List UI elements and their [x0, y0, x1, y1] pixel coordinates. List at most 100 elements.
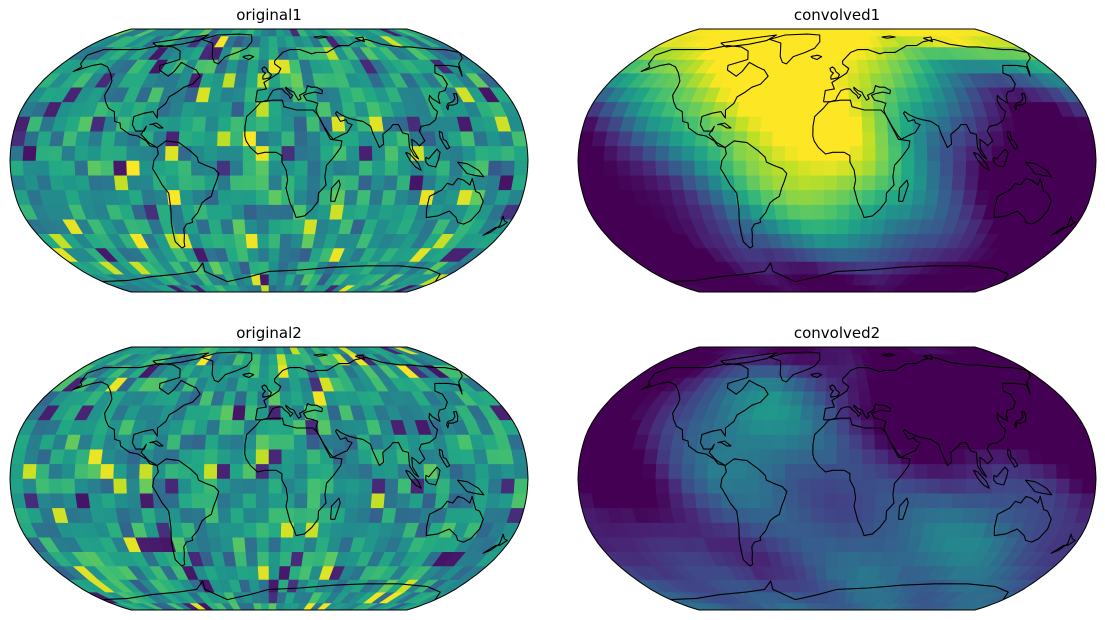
heatmap-cell: [260, 29, 270, 37]
heatmap-cell: [694, 448, 710, 465]
heatmap-cell: [785, 174, 800, 191]
heatmap-cell: [346, 478, 360, 494]
coastline-path: [822, 356, 1031, 478]
heatmap-cell: [924, 434, 940, 450]
coastline-path: [810, 54, 823, 61]
heatmap-cell: [1055, 160, 1071, 176]
heatmap-cell: [874, 174, 889, 191]
heatmap-cell: [323, 347, 342, 355]
coastline-path: [244, 99, 343, 219]
heatmap-cell: [899, 189, 914, 205]
heatmap-cell: [203, 463, 218, 479]
heatmap-cell: [100, 492, 117, 509]
heatmap-cell: [696, 189, 713, 205]
heatmap-cell: [229, 492, 244, 509]
heatmap-cell: [797, 160, 812, 176]
heatmap-cell: [1028, 130, 1044, 147]
heatmap-cell: [345, 174, 360, 191]
heatmap-cell: [383, 174, 399, 191]
heatmap-cell: [870, 347, 886, 355]
heatmap-cell: [857, 347, 870, 355]
heatmap-cell: [113, 145, 128, 161]
heatmap-cell: [761, 419, 777, 435]
coastline-path: [72, 363, 201, 467]
heatmap-cell: [320, 478, 335, 494]
panel-title: convolved1: [793, 6, 881, 24]
heatmap-cell: [268, 233, 281, 249]
heatmap-cell: [248, 261, 261, 275]
coastlines: [640, 351, 1076, 601]
coastline-path: [152, 140, 220, 249]
heatmap-cell: [668, 478, 683, 494]
heatmap-cell: [874, 448, 889, 465]
heatmap-cell: [718, 29, 741, 37]
heatmap-cell: [268, 101, 282, 117]
coastline-path: [1006, 130, 1019, 150]
heatmap-cell: [1043, 463, 1058, 479]
heatmap-cell: [280, 218, 294, 235]
heatmap-cell: [773, 522, 789, 538]
heatmap-cell: [859, 218, 874, 235]
heatmap-cell: [345, 492, 360, 509]
heatmap-cell: [152, 145, 167, 161]
heatmap-cell: [358, 160, 373, 176]
heatmap-cell: [874, 492, 889, 509]
heatmap-cell: [216, 160, 231, 176]
heatmap-cell: [316, 347, 334, 355]
heatmap-cell: [371, 145, 386, 161]
heatmap-cell: [113, 463, 128, 479]
heatmap-cell: [258, 46, 270, 60]
heatmap-cell: [330, 347, 350, 355]
heatmap-cell: [873, 522, 888, 538]
heatmap-cell: [305, 522, 320, 538]
heatmap-cell: [61, 463, 76, 479]
coastline-path: [446, 93, 459, 111]
heatmap-cell: [75, 448, 91, 465]
heatmap-cell: [759, 174, 774, 191]
heatmap-cell: [434, 174, 450, 191]
heatmap-cell: [49, 448, 66, 465]
heatmap-cell: [590, 145, 606, 161]
coastline-path: [993, 466, 1009, 486]
heatmap-cell: [252, 347, 263, 355]
heatmap-cell: [849, 130, 864, 147]
heatmap-cell: [857, 29, 870, 37]
heatmap-cell: [179, 507, 195, 523]
coastline-path: [923, 36, 933, 43]
heatmap-cell: [233, 551, 248, 567]
heatmap-cell: [836, 35, 847, 48]
heatmap-cell: [260, 284, 270, 292]
heatmap-cell: [656, 448, 672, 465]
heatmap-cell: [694, 29, 720, 37]
heatmap-cell: [977, 492, 993, 509]
heatmap-cell: [218, 204, 233, 220]
heatmap-cell: [939, 478, 954, 494]
heatmap-cell: [617, 174, 634, 191]
heatmap-cell: [590, 463, 606, 479]
heatmap-cell: [836, 591, 847, 604]
heatmap-cell: [797, 145, 812, 161]
heatmap-cell: [836, 565, 849, 580]
heatmap-cell: [825, 551, 838, 567]
heatmap-cell: [720, 463, 735, 479]
heatmap-cell: [965, 478, 980, 494]
heatmap-cell: [740, 29, 763, 37]
heatmap-cell: [302, 29, 318, 37]
heatmap-cell: [901, 160, 916, 176]
heatmap-cell: [487, 478, 503, 494]
heatmap-cell: [799, 522, 814, 538]
heatmap-cell: [772, 347, 790, 355]
heatmap-cell: [668, 463, 683, 479]
heatmap-cell: [772, 448, 787, 465]
heatmap-cell: [875, 463, 890, 479]
heatmap-cell: [399, 347, 428, 355]
coastline-path: [438, 448, 451, 468]
heatmap-cell: [139, 160, 154, 176]
heatmap-cell: [1068, 145, 1084, 161]
heatmap-cell: [317, 419, 333, 435]
heatmap-cell: [233, 72, 248, 88]
heatmap-cell: [864, 29, 878, 37]
heatmap-cell: [617, 492, 634, 509]
heatmap-cell: [150, 29, 173, 37]
heatmap-cell: [165, 448, 181, 465]
